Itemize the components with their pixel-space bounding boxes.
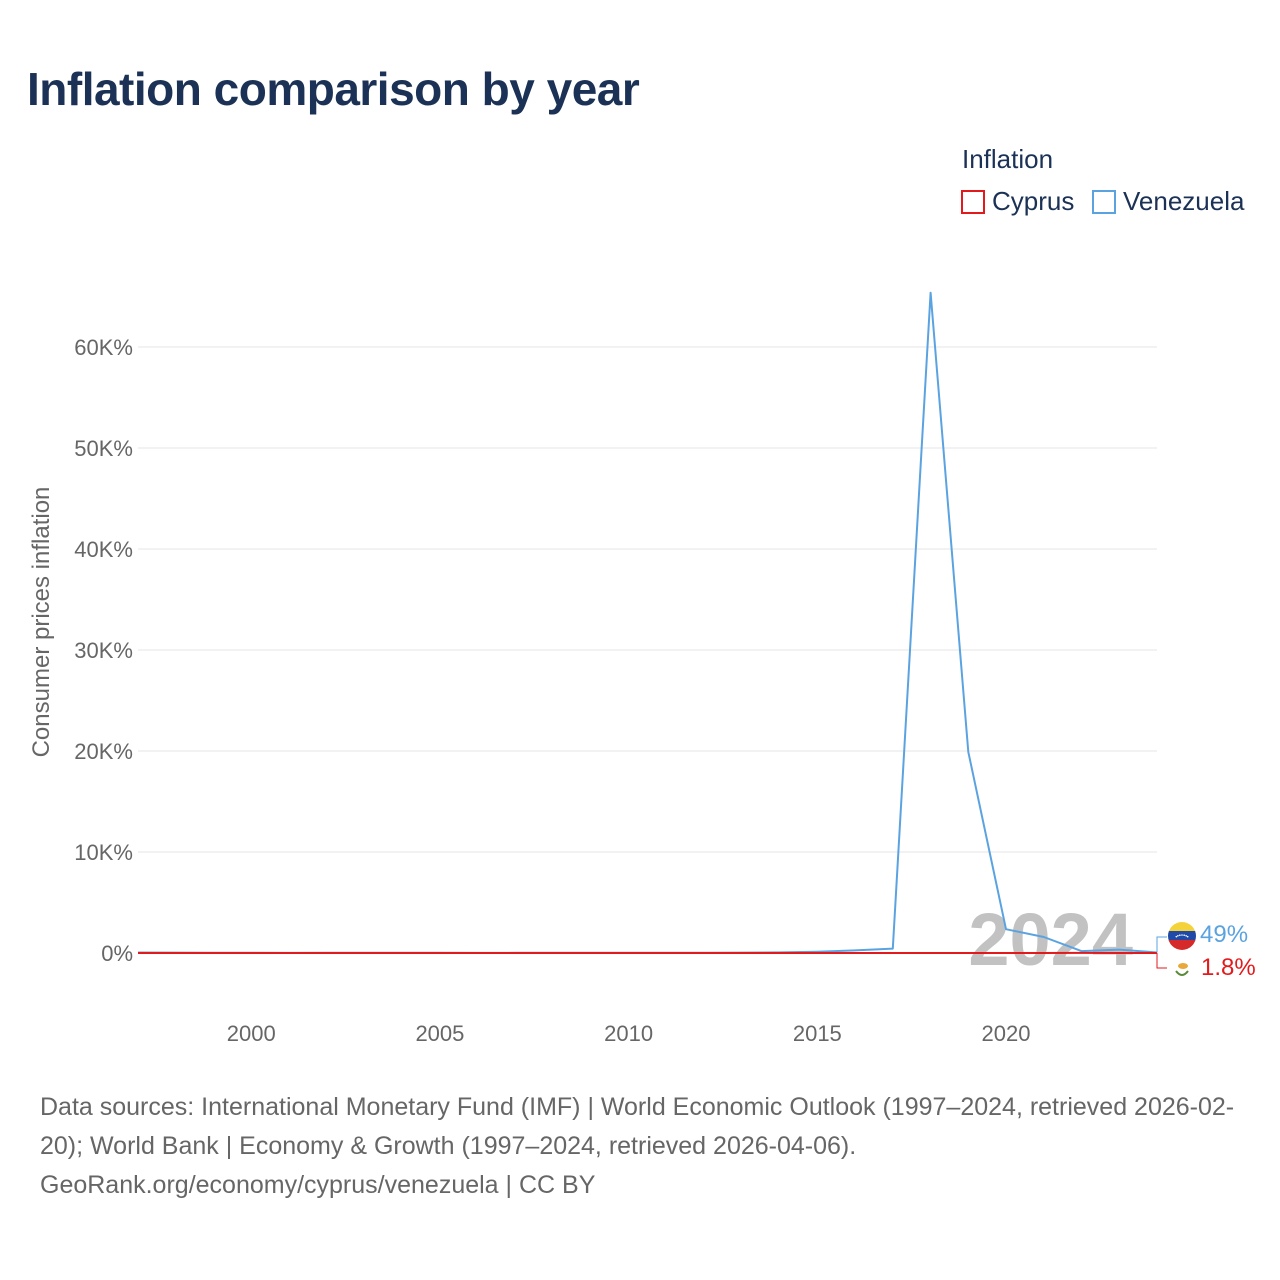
- source-line-1: Data sources: International Monetary Fun…: [40, 1093, 1235, 1160]
- y-tick-label: 60K%: [74, 335, 133, 360]
- line-chart: 0%10K%20K%30K%40K%50K%60K% 2000 2005 2010 2…: [74, 291, 1256, 1046]
- legend-title: Inflation: [962, 144, 1054, 174]
- y-tick-label: 40K%: [74, 537, 133, 562]
- y-tick-label: 10K%: [74, 840, 133, 865]
- connector-venezuela: [1156, 936, 1167, 953]
- venezuela-flag-icon: [1168, 922, 1196, 950]
- y-tick-labels: 0% 10K% 20K% 30K% 40K% 50K% 60K%: [74, 335, 133, 966]
- x-tick-labels: 2000 2005 2010 2015 2020: [227, 1021, 1031, 1046]
- end-label-venezuela: 49%: [1200, 921, 1248, 948]
- end-markers: 49% 1.8%: [1156, 921, 1256, 981]
- source-note: Data sources: International Monetary Fun…: [40, 1088, 1250, 1205]
- chart-title: Inflation comparison by year: [27, 63, 640, 115]
- grid-lines: [138, 346, 1157, 954]
- x-tick-label: 2005: [415, 1021, 464, 1046]
- x-tick-label: 2015: [793, 1021, 842, 1046]
- x-tick-label: 2000: [227, 1021, 276, 1046]
- legend-item-cyprus[interactable]: Cyprus: [961, 186, 1074, 217]
- x-tick-label: 2020: [982, 1021, 1031, 1046]
- connector-cyprus: [1156, 952, 1167, 969]
- legend-label-cyprus: Cyprus: [992, 186, 1075, 216]
- cyprus-flag-icon: [1171, 958, 1193, 980]
- y-tick-label: 30K%: [74, 638, 133, 663]
- series-lines: [137, 291, 1158, 954]
- legend-swatch-cyprus: [961, 189, 985, 214]
- legend-label-venezuela: Venezuela: [1123, 186, 1245, 216]
- source-line-2: GeoRank.org/economy/cyprus/venezuela | C…: [40, 1171, 596, 1199]
- legend-item-venezuela[interactable]: Venezuela: [1092, 186, 1244, 217]
- legend-swatch-venezuela: [1092, 189, 1116, 214]
- y-tick-label: 0%: [101, 941, 133, 966]
- end-label-cyprus: 1.8%: [1201, 954, 1256, 981]
- series-line-venezuela: [137, 291, 1158, 954]
- x-tick-label: 2010: [604, 1021, 653, 1046]
- y-tick-label: 50K%: [74, 436, 133, 461]
- y-tick-label: 20K%: [74, 739, 133, 764]
